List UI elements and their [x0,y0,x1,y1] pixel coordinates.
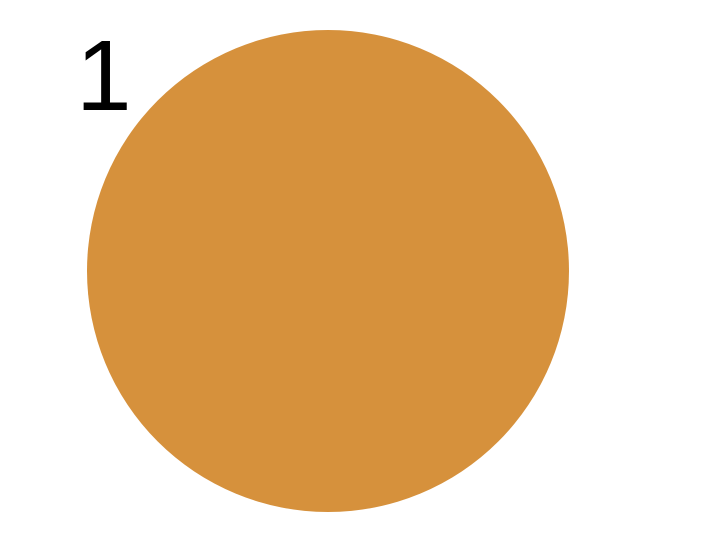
orange-circle [87,30,569,512]
number-label: 1 [76,20,132,132]
